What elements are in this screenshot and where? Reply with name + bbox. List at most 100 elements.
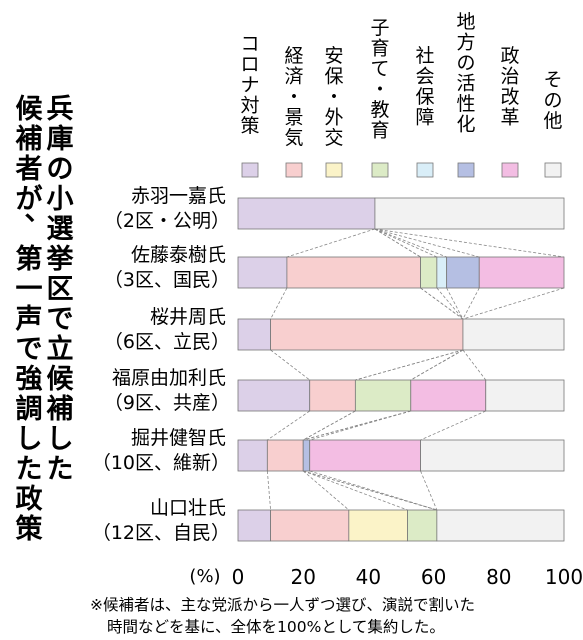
- title-char: 候: [16, 94, 44, 125]
- connector-line: [462, 287, 565, 320]
- bar-segment: [237, 439, 268, 472]
- connector-line: [420, 410, 486, 441]
- legend-label-char: 済: [284, 66, 303, 88]
- x-axis-unit: (%): [189, 566, 220, 587]
- candidate-name: 福原由加利氏: [112, 367, 226, 389]
- candidate-name: 桜井周氏: [150, 306, 226, 328]
- bar-segment: [309, 439, 421, 472]
- x-axis: (%) 0 20 40 60 80 100: [189, 565, 583, 589]
- title-char: 兵: [47, 94, 74, 125]
- title-char: が: [16, 183, 43, 215]
- connector-line: [303, 410, 411, 441]
- legend-label-char: の: [456, 52, 475, 74]
- bar-segment: [237, 318, 271, 351]
- title-char: た: [16, 454, 43, 485]
- candidate-name: 赤羽一嘉氏: [131, 185, 226, 207]
- bar-segment: [309, 379, 356, 412]
- bar-segment: [420, 256, 438, 289]
- legend-label-char: 対: [240, 95, 259, 117]
- title-char: 補: [46, 394, 74, 425]
- legend-label-char: そ: [543, 69, 562, 91]
- legend-label-char: 改: [500, 86, 519, 108]
- title-char: 補: [15, 124, 43, 155]
- title-char: の: [47, 154, 74, 185]
- bars: [237, 197, 565, 542]
- bar-segment: [478, 256, 565, 289]
- connector-line: [270, 287, 288, 320]
- legend-label-char: 安: [324, 45, 343, 67]
- legend-label-char: の: [543, 90, 562, 112]
- legend-label-char: 保: [324, 66, 343, 88]
- candidate-district: （6区、立民）: [104, 331, 230, 353]
- connector-line: [374, 228, 438, 258]
- legend-label-char: 障: [415, 107, 434, 129]
- legend-label-char: 外: [324, 107, 343, 129]
- title-char: 策: [16, 513, 44, 545]
- legend-label-char: 方: [456, 32, 475, 54]
- legend-label-char: ・: [370, 79, 389, 101]
- legend-label-char: 社: [415, 45, 434, 67]
- title-char: し: [47, 424, 74, 455]
- bar-segment: [462, 318, 565, 351]
- footnote-line: ※候補者は、主な党派から一人ずつ選び、演説で割いた: [90, 596, 475, 614]
- legend-label-char: 教: [370, 99, 389, 121]
- title-char: 声: [16, 304, 43, 335]
- bar-segment: [485, 379, 565, 412]
- connector-line: [420, 287, 464, 320]
- candidate-labels: 赤羽一嘉氏 （2区・公明） 佐藤泰樹氏 （3区、国民） 桜井周氏 （6区、立民） 福原由加利…: [92, 185, 230, 544]
- legend-swatch: [285, 162, 303, 178]
- title-char: 挙: [46, 244, 75, 275]
- candidate-name: 掘井健智氏: [131, 427, 226, 449]
- bar-segment: [410, 379, 487, 412]
- connector-line: [462, 287, 480, 320]
- title-char: た: [47, 454, 74, 485]
- bar-segment: [237, 197, 376, 230]
- connector-line: [309, 410, 411, 441]
- legend-label-char: 化: [456, 114, 475, 136]
- legend-swatch: [457, 162, 475, 178]
- legend-label-char: 策: [240, 115, 259, 137]
- candidate-district: （3区、国民）: [104, 269, 230, 291]
- bar-segment: [354, 379, 412, 412]
- bar-segment: [270, 509, 350, 542]
- connector-line: [420, 470, 438, 511]
- bar-segment: [302, 439, 311, 472]
- legend-label-char: ナ: [240, 74, 259, 96]
- title-char: 候: [47, 364, 75, 395]
- legend-label-char: 育: [370, 38, 389, 60]
- x-tick-label: 60: [421, 565, 446, 589]
- x-tick-label: 80: [486, 565, 511, 589]
- connector-line: [309, 470, 437, 511]
- connector-line: [267, 410, 310, 441]
- x-tick-label: 0: [232, 565, 245, 589]
- title-char: で: [16, 334, 43, 365]
- footnote-line: 時間などを基に、全体を100%として集約した。: [107, 618, 445, 636]
- legend-swatch: [544, 162, 562, 178]
- candidate-name: 佐藤泰樹氏: [131, 244, 226, 266]
- legend-label-char: 他: [543, 110, 562, 132]
- title-char: 調: [16, 393, 43, 425]
- title-char: 区: [47, 274, 74, 305]
- connector-line: [302, 470, 350, 511]
- connector-line: [303, 470, 408, 511]
- legend-label-char: 活: [456, 73, 475, 95]
- legend-label-char: 気: [284, 127, 303, 149]
- legend-label-char: 保: [415, 86, 434, 108]
- connector-line: [270, 349, 310, 381]
- bar-segment: [446, 256, 480, 289]
- legend-label-char: 経: [284, 45, 303, 67]
- legend-label-char: ・: [284, 86, 303, 108]
- bar-segment: [237, 509, 271, 542]
- legend-swatch: [371, 162, 389, 178]
- bar-segment: [237, 256, 288, 289]
- bar-segment: [420, 439, 565, 472]
- x-tick-label: 100: [545, 565, 583, 589]
- connector-line: [286, 228, 376, 258]
- title-char: で: [47, 304, 74, 335]
- connector-line: [266, 470, 271, 511]
- candidate-district: （10区、維新）: [92, 452, 230, 474]
- title-char: 者: [16, 154, 43, 185]
- legend-swatch: [416, 162, 434, 178]
